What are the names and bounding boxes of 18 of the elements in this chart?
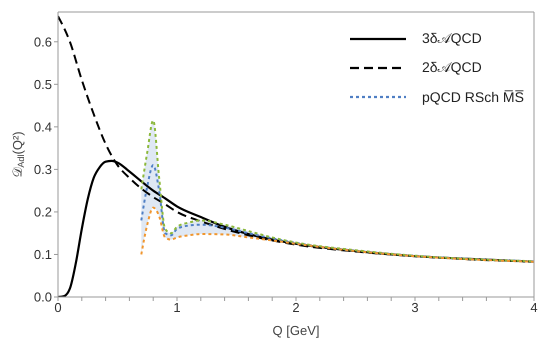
legend-label: pQCD RSch M̅S̅	[422, 88, 524, 104]
y-tick-label: 0.0	[34, 290, 52, 305]
y-tick-label: 0.5	[34, 76, 52, 92]
x-tick-label: 4	[530, 300, 538, 316]
y-tick-label: 0.1	[34, 247, 52, 262]
line-series	[140, 164, 534, 262]
y-tick-label: 0.6	[34, 34, 52, 50]
y-tick-label: 0.2	[34, 204, 52, 220]
line-series	[140, 206, 534, 263]
x-tick-label: 1	[173, 300, 181, 316]
x-tick-label: 0	[54, 300, 62, 316]
x-tick-label: 2	[292, 300, 300, 316]
legend-label: 3δ𝒜QCD	[422, 30, 482, 47]
y-tick-label: 0.3	[34, 162, 52, 178]
legend-label: 2δ𝒜QCD	[422, 59, 482, 76]
x-axis-title: Q [GeV]	[272, 323, 320, 338]
x-tick-label: 3	[411, 300, 419, 316]
y-tick-label: 0.4	[34, 119, 52, 134]
